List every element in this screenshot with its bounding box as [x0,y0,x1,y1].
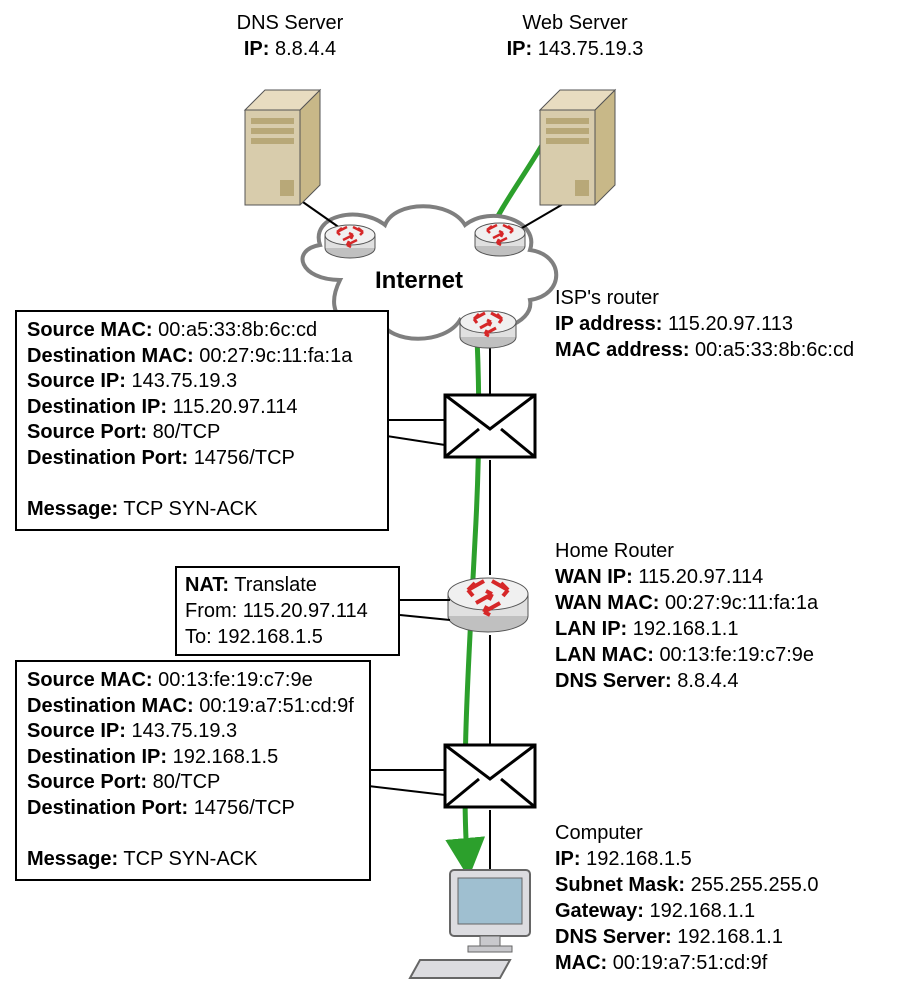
home-router-label: Home Router WAN IP: 115.20.97.114 WAN MA… [555,538,818,694]
cloud-router-right [475,223,525,256]
home-router-icon [448,578,528,632]
envelope-upper-icon [445,395,535,457]
cloud-router-left [325,225,375,258]
dns-server-icon [245,90,320,205]
envelope-lower-icon [445,745,535,807]
packet-upper-box: Source MAC: 00:a5:33:8b:6c:cd Destinatio… [15,310,389,531]
isp-router-icon [460,311,516,348]
packet-lower-box: Source MAC: 00:13:fe:19:c7:9e Destinatio… [15,660,371,881]
internet-label: Internet [375,267,463,295]
web-server-label: Web Server IP: 143.75.19.3 [460,10,690,62]
dns-server-label: DNS Server IP: 8.8.4.4 [190,10,390,62]
isp-router-label: ISP's router IP address: 115.20.97.113 M… [555,285,854,363]
computer-label: Computer IP: 192.168.1.5 Subnet Mask: 25… [555,820,819,976]
web-server-icon [540,90,615,205]
nat-box: NAT: Translate From: 115.20.97.114 To: 1… [175,566,400,656]
computer-icon [410,870,530,978]
